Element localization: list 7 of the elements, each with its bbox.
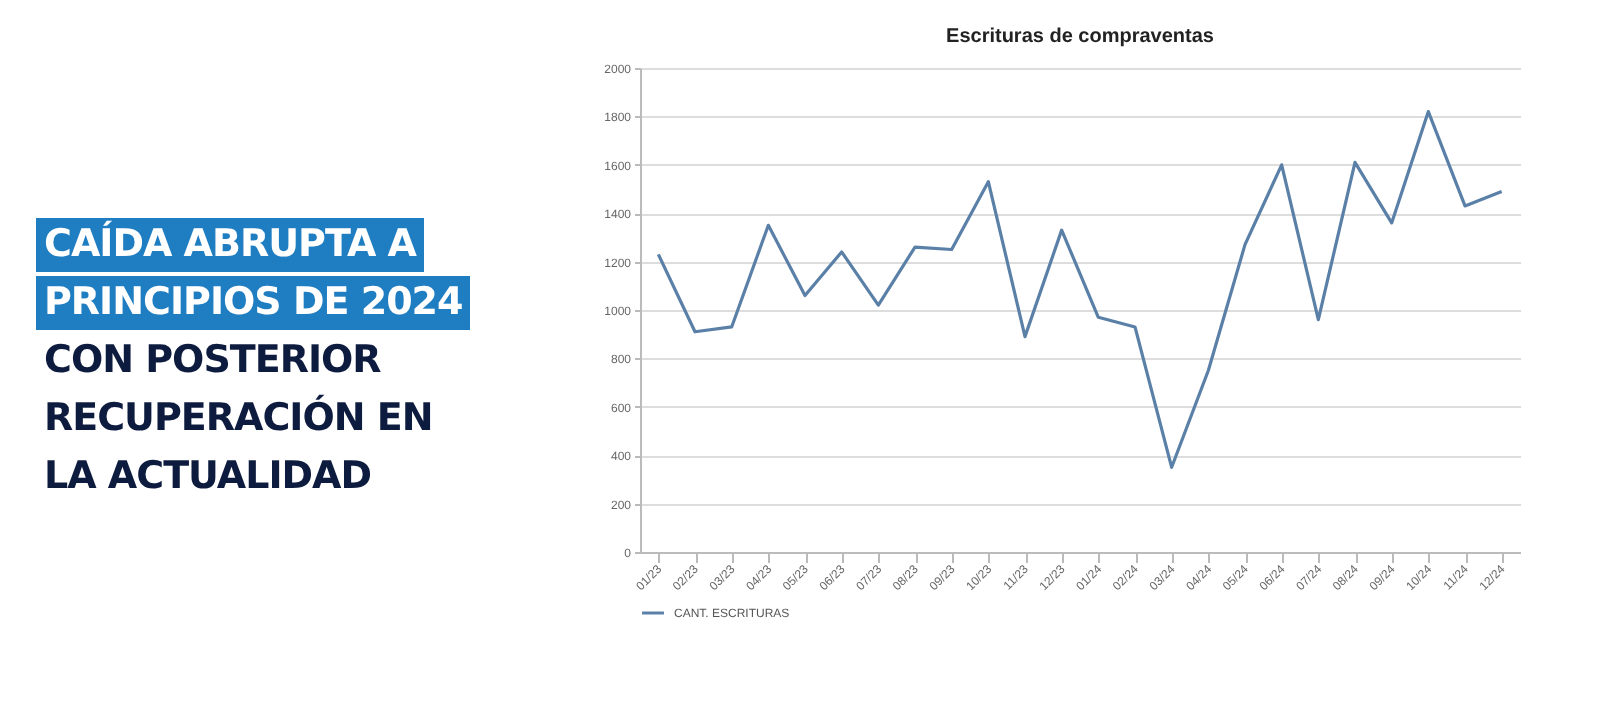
line-series [656,109,1504,469]
text: RECUPERACIÓN EN [42,392,435,444]
text: CON POSTERIOR [42,336,383,386]
text: PRINCIPIOS DE 2024 [36,276,471,330]
chart-title: Escrituras de compraventas [946,26,1215,48]
text: CAÍDA ABRUPTA A [36,218,424,272]
text: LA ACTUALIDAD [42,452,374,502]
